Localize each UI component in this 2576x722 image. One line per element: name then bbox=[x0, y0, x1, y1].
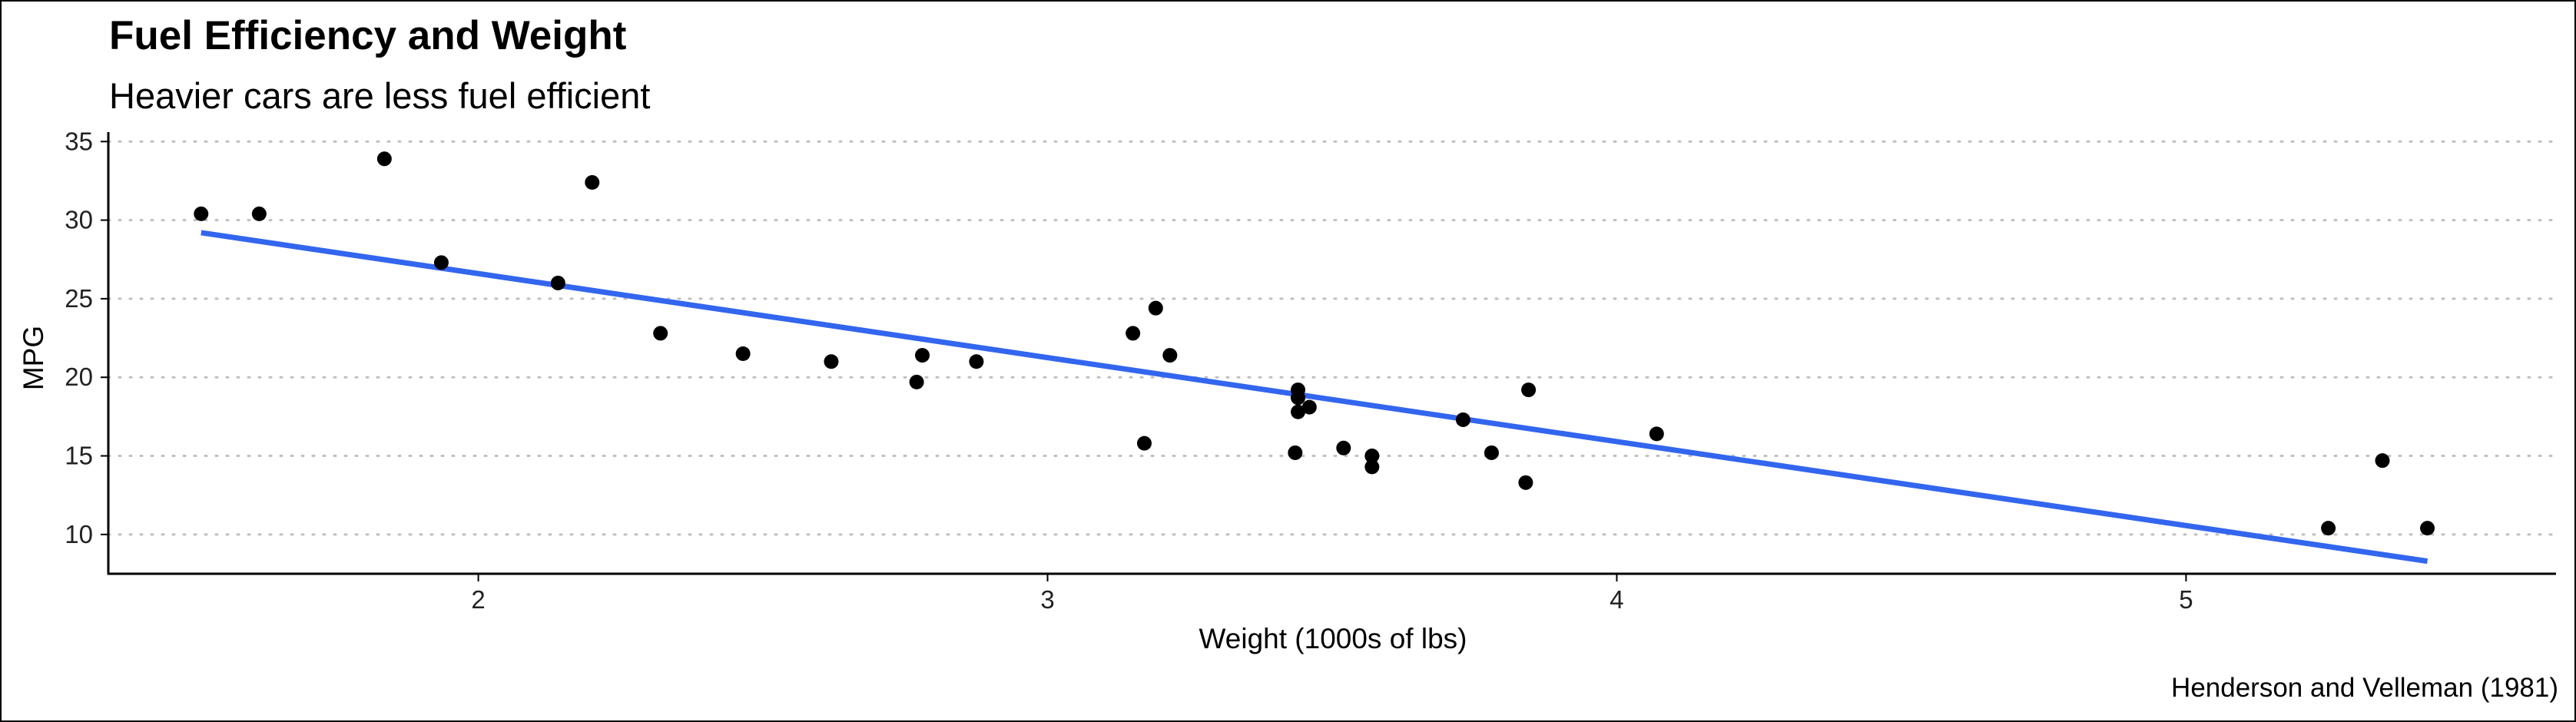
gridlines bbox=[107, 140, 2558, 536]
data-point-5 bbox=[1301, 399, 1317, 415]
y-tick-label-3: 25 bbox=[65, 284, 93, 313]
data-point-20 bbox=[735, 346, 751, 362]
data-point-23 bbox=[1518, 475, 1533, 490]
data-point-31 bbox=[915, 348, 930, 363]
axes bbox=[107, 132, 2556, 575]
data-point-27 bbox=[194, 206, 209, 221]
chart-caption: Henderson and Velleman (1981) bbox=[2171, 673, 2558, 703]
data-point-16 bbox=[2375, 453, 2390, 469]
data-point-10 bbox=[1291, 404, 1306, 419]
y-tick-label-2: 20 bbox=[65, 363, 93, 391]
data-point-15 bbox=[2420, 521, 2435, 536]
data-point-8 bbox=[1126, 326, 1141, 341]
data-point-28 bbox=[1136, 436, 1152, 451]
data-point-3 bbox=[1162, 348, 1178, 363]
data-point-19 bbox=[376, 151, 392, 167]
y-axis-ticks: 10 15 20 25 30 35 bbox=[65, 127, 108, 548]
y-axis-label: MPG bbox=[18, 326, 49, 390]
x-tick-label-3: 5 bbox=[2179, 585, 2193, 614]
data-point-25 bbox=[433, 255, 449, 270]
chart-title: Fuel Efficiency and Weight bbox=[109, 13, 626, 58]
data-point-17 bbox=[585, 174, 600, 190]
y-tick-label-5: 35 bbox=[65, 127, 93, 155]
x-tick-label-0: 2 bbox=[471, 585, 485, 614]
data-point-12 bbox=[1455, 412, 1470, 427]
data-point-2 bbox=[653, 326, 668, 341]
x-tick-label-1: 3 bbox=[1040, 585, 1054, 614]
data-point-18 bbox=[251, 206, 267, 221]
x-axis-label: Weight (1000s of lbs) bbox=[1199, 623, 1467, 654]
x-axis-ticks: 2 3 4 5 bbox=[471, 574, 2193, 614]
data-points bbox=[194, 151, 2435, 536]
data-point-11 bbox=[1649, 426, 1664, 442]
y-tick-label-4: 30 bbox=[65, 206, 93, 234]
data-point-7 bbox=[1148, 300, 1163, 316]
data-point-21 bbox=[1336, 440, 1351, 455]
data-point-1 bbox=[969, 354, 984, 369]
y-tick-label-1: 15 bbox=[65, 442, 93, 470]
data-point-0 bbox=[824, 354, 839, 369]
data-point-6 bbox=[1364, 459, 1380, 475]
chart-subtitle: Heavier cars are less fuel efficient bbox=[109, 75, 650, 116]
data-point-14 bbox=[2321, 521, 2336, 536]
data-point-24 bbox=[1521, 383, 1537, 398]
data-point-29 bbox=[909, 374, 924, 389]
data-point-9 bbox=[1291, 383, 1306, 398]
trend-line bbox=[201, 230, 2428, 565]
data-point-30 bbox=[1364, 449, 1380, 464]
x-tick-label-2: 4 bbox=[1610, 585, 1623, 614]
trend-line-group bbox=[201, 230, 2428, 565]
y-tick-label-0: 10 bbox=[65, 520, 93, 548]
data-point-13 bbox=[1484, 445, 1499, 460]
data-point-26 bbox=[550, 275, 565, 290]
data-point-22 bbox=[1288, 445, 1303, 460]
